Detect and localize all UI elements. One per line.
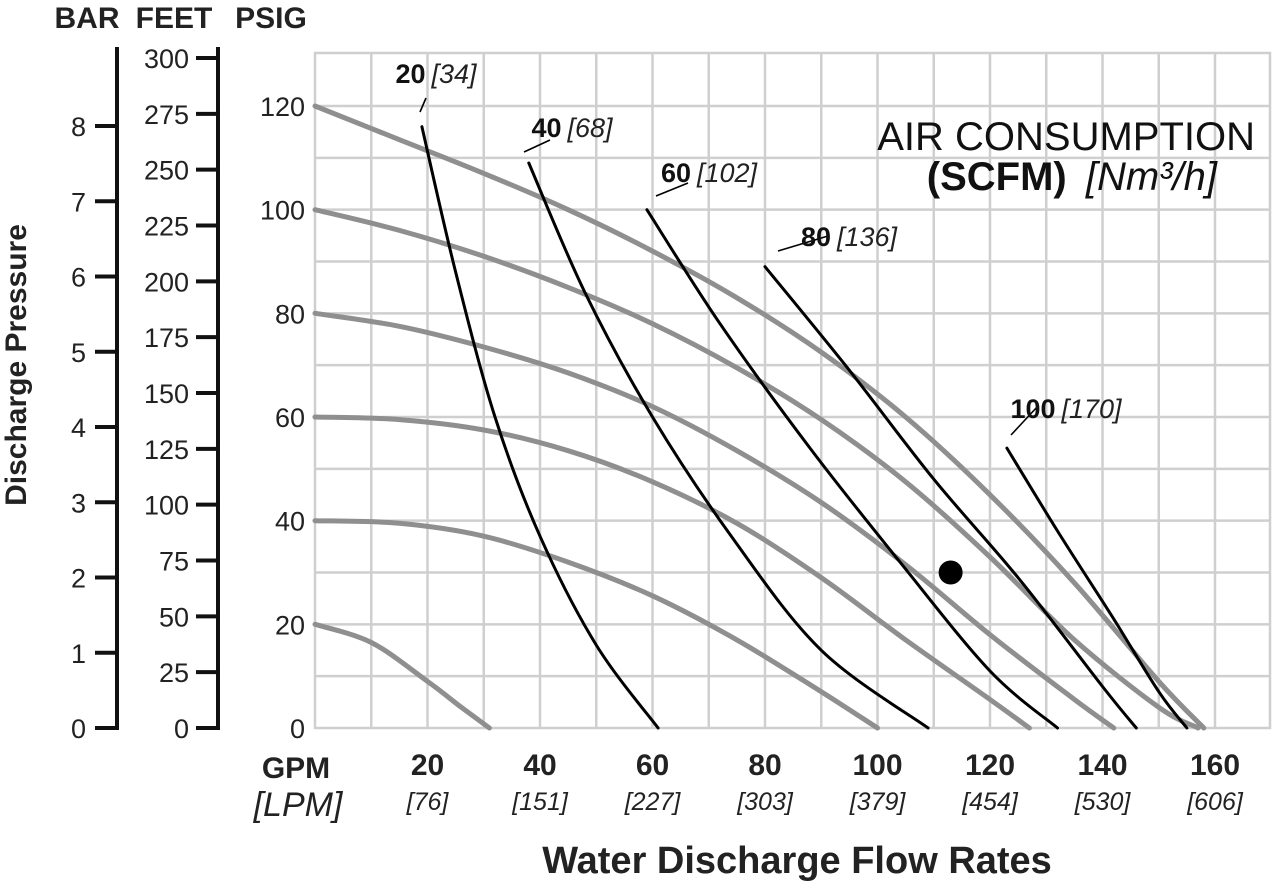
air-curve-label-80: 80 [136] <box>801 222 899 252</box>
air-curve-nm3h-value: [136] <box>836 222 899 252</box>
bar-tick-label: 2 <box>71 564 86 594</box>
grid <box>313 51 1272 730</box>
x-tick-sublabel: [303] <box>736 788 794 816</box>
x-tick-label: 120 <box>965 749 1015 782</box>
feet-tick-label: 250 <box>144 156 189 186</box>
air-curve-label-40: 40 [68] <box>531 113 614 143</box>
bar-tick-label: 8 <box>71 112 86 142</box>
feet-tick-label: 50 <box>159 602 189 632</box>
air-curve-100-scfm <box>1005 446 1189 730</box>
x-tick-label: 80 <box>748 749 781 782</box>
air-curve-leader <box>419 97 427 113</box>
bar-tick-label: 1 <box>71 639 86 669</box>
x-tick-label: 40 <box>523 749 556 782</box>
air-curve-label-20: 20 [34] <box>395 59 478 89</box>
air-curve-leader <box>655 182 689 197</box>
pump-curve <box>312 621 492 731</box>
air-curve-nm3h-value: [34] <box>431 59 479 89</box>
x-tick-sublabel: [606] <box>1186 788 1244 816</box>
feet-tick-label: 300 <box>144 44 189 74</box>
x-tick-label: 100 <box>852 749 902 782</box>
x-axis-title: Water Discharge Flow Rates <box>542 840 1052 882</box>
feet-tick-label: 75 <box>159 547 189 577</box>
air-curve-label-100: 100 [170] <box>1010 394 1123 424</box>
air-consumption-curves <box>420 125 1189 730</box>
psig-tick-label: 100 <box>260 196 305 226</box>
pump-curve <box>312 207 1201 731</box>
psig-tick-label: 60 <box>275 403 305 433</box>
pump-curve <box>312 414 1032 731</box>
chart-title-line1: AIR CONSUMPTION <box>877 115 1255 159</box>
bar-tick-label: 4 <box>71 413 86 443</box>
air-curve-leader <box>777 235 829 252</box>
feet-tick-label: 0 <box>174 714 189 744</box>
x-tick-sublabel: [530] <box>1074 788 1132 816</box>
x-tick-label: 60 <box>636 749 669 782</box>
feet-tick-label: 150 <box>144 379 189 409</box>
x-tick-sublabel: [151] <box>511 788 569 816</box>
psig-tick-label: 40 <box>275 507 305 537</box>
air-curve-leader <box>1010 405 1039 436</box>
air-curve-20-scfm <box>420 125 660 730</box>
axes: BAR012345678FEET025507510012515017520022… <box>55 2 1244 816</box>
chart-title-nm3h: [Nm³/h] <box>1085 155 1218 199</box>
pump-curve <box>312 310 1117 731</box>
feet-tick-label: 200 <box>144 267 189 297</box>
feet-tick-label: 175 <box>144 323 189 353</box>
psig-tick-label: 80 <box>275 299 305 329</box>
pump-curve <box>312 518 880 731</box>
air-curve-60-scfm <box>645 208 1059 730</box>
air-curve-scfm-value: 60 <box>661 158 691 188</box>
air-curve-scfm-value: 40 <box>531 113 561 143</box>
x-tick-label: 140 <box>1077 749 1127 782</box>
air-curve-scfm-value: 100 <box>1010 394 1055 424</box>
feet-tick-label: 25 <box>159 658 189 688</box>
air-curve-scfm-value: 20 <box>395 59 425 89</box>
feet-axis-header: FEET <box>136 2 213 35</box>
operating-point-marker <box>938 560 963 585</box>
plot-frame <box>313 51 1272 730</box>
air-curve-nm3h-value: [68] <box>567 113 615 143</box>
feet-tick-label: 125 <box>144 435 189 465</box>
chart-title-scfm: (SCFM) <box>927 155 1067 199</box>
bar-tick-label: 6 <box>71 263 86 293</box>
x-tick-label: 20 <box>411 749 444 782</box>
x-tick-sublabel: [454] <box>961 788 1019 816</box>
y-axis-title: Discharge Pressure <box>0 224 33 506</box>
bar-tick-label: 7 <box>71 187 86 217</box>
x-alt-unit-label: [LPM] <box>253 786 344 824</box>
bar-tick-label: 3 <box>71 488 86 518</box>
labels: 20 [34] 40 [68] 60 [102] 80 [136] 100 [170] <box>395 59 1123 436</box>
air-curve-leader <box>523 139 551 153</box>
x-tick-sublabel: [227] <box>624 788 682 816</box>
air-curve-nm3h-value: [170] <box>1061 394 1124 424</box>
x-unit-label: GPM <box>262 752 330 785</box>
x-tick-sublabel: [379] <box>849 788 907 816</box>
pump-curve <box>312 103 1207 731</box>
air-curve-80-scfm <box>763 265 1138 730</box>
bar-tick-label: 5 <box>71 338 86 368</box>
air-curve-label-60: 60 [102] <box>661 158 759 188</box>
bar-tick-label: 0 <box>71 714 86 744</box>
feet-tick-label: 225 <box>144 212 189 242</box>
pump-curves <box>312 103 1207 731</box>
air-curve-scfm-value: 80 <box>801 222 831 252</box>
feet-tick-label: 275 <box>144 100 189 130</box>
psig-tick-label: 20 <box>275 610 305 640</box>
chart-title-line2: (SCFM) [Nm³/h] <box>927 155 1218 199</box>
air-curve-nm3h-value: [102] <box>696 158 759 188</box>
air-curve-40-scfm <box>527 161 930 730</box>
psig-axis-header: PSIG <box>235 2 307 35</box>
psig-tick-label: 0 <box>290 714 305 744</box>
x-tick-sublabel: [76] <box>406 788 450 816</box>
bar-axis-header: BAR <box>55 2 120 35</box>
feet-tick-label: 100 <box>144 491 189 521</box>
x-tick-label: 160 <box>1190 749 1240 782</box>
psig-tick-label: 120 <box>260 92 305 122</box>
